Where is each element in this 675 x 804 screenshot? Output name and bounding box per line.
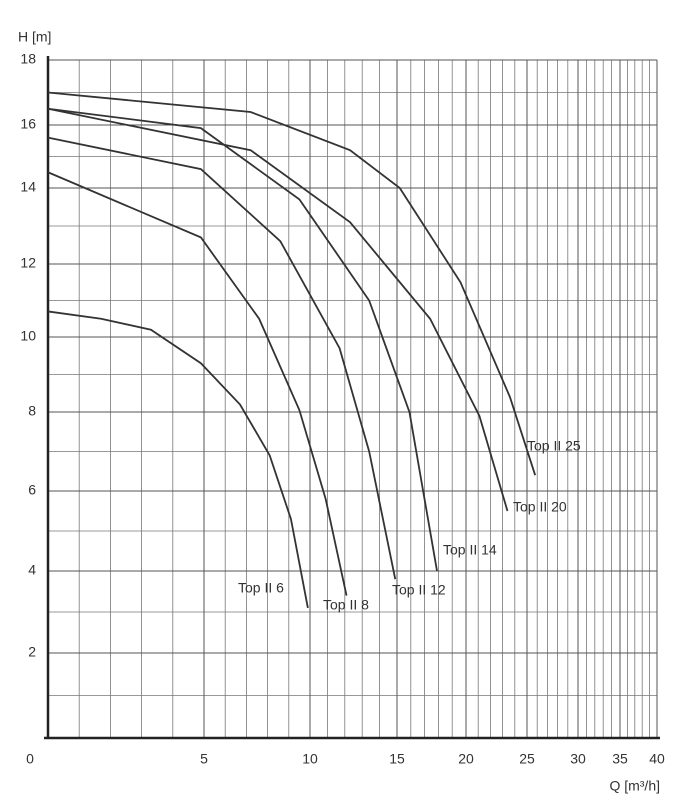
curve: [47, 91, 537, 476]
x-tick-label: 30: [570, 751, 586, 767]
series-label: Top II 20: [513, 499, 567, 515]
y-tick-label: 2: [28, 644, 36, 660]
x-tick-label: 0: [26, 751, 34, 767]
y-tick-label: 12: [20, 255, 36, 271]
series-label: Top II 8: [323, 597, 369, 613]
series-label: Top II 12: [392, 582, 446, 598]
x-tick-label: 35: [612, 751, 628, 767]
y-tick-label: 4: [28, 562, 36, 578]
curve: [47, 310, 309, 609]
y-axis-label: H [m]: [18, 29, 51, 45]
series-label: Top II 14: [443, 542, 497, 558]
y-tick-label: 14: [20, 179, 36, 195]
curve: [47, 171, 348, 596]
curve: [47, 136, 397, 580]
series-label: Top II 25: [527, 438, 581, 454]
x-axis-label: Q [m³/h]: [609, 778, 660, 794]
y-tick-label: 8: [28, 403, 36, 419]
y-tick-label: 18: [20, 51, 36, 67]
curve: [47, 107, 438, 572]
curve: [47, 107, 509, 512]
x-tick-label: 40: [649, 751, 665, 767]
y-tick-label: 16: [20, 116, 36, 132]
x-tick-label: 25: [519, 751, 535, 767]
y-tick-label: 6: [28, 482, 36, 498]
x-tick-label: 5: [200, 751, 208, 767]
x-tick-label: 10: [302, 751, 318, 767]
series-label: Top II 6: [238, 580, 284, 596]
x-tick-label: 20: [458, 751, 474, 767]
y-tick-label: 10: [20, 328, 36, 344]
x-tick-label: 15: [389, 751, 405, 767]
